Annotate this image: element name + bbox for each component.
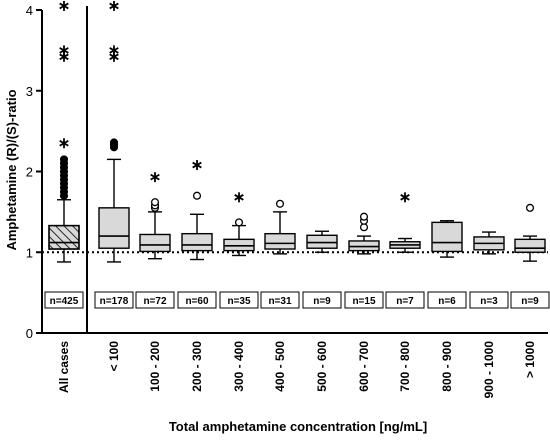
box-5: n=31 (260, 199, 300, 309)
box-iqr (306, 234, 338, 249)
box-hatch (48, 224, 80, 250)
x-category-label: 900 - 1000 (482, 341, 496, 399)
n-label: n=31 (268, 296, 292, 307)
extreme-value-marker (59, 138, 69, 149)
n-label: n=425 (50, 296, 79, 307)
x-category-label: 300 - 400 (232, 341, 246, 392)
n-label-box (135, 291, 175, 309)
x-category-label: 200 - 300 (190, 341, 204, 392)
n-label-box (510, 291, 550, 309)
extreme-value-marker (400, 192, 410, 203)
extreme-value-marker (150, 172, 160, 183)
n-label-box (44, 291, 84, 309)
n-label: n=9 (521, 296, 539, 307)
outlier-point (359, 223, 369, 232)
n-label: n=9 (313, 296, 331, 307)
box-7: n=15 (344, 212, 384, 309)
n-label-box (344, 291, 384, 309)
box-group: n=425 n=178 n=72 n=60 n=35 n=31 n=9 n=15 n=7 n=6 n… (44, 0, 550, 309)
box-9: n=6 (427, 220, 467, 309)
extreme-value-marker (192, 160, 202, 171)
n-label: n=72 (143, 296, 167, 307)
box-4: n=35 (219, 192, 259, 309)
y-tick-label: 1 (26, 245, 33, 260)
extreme-value-marker (59, 45, 69, 56)
outlier-point (59, 155, 69, 164)
y-axis-title: Amphetamine (R)/(S)-ratio (4, 89, 19, 250)
outlier-point (192, 191, 202, 200)
n-label-box (385, 291, 425, 309)
box-iqr (98, 207, 130, 249)
n-label: n=178 (100, 296, 129, 307)
outlier-point (359, 212, 369, 221)
box-1: n=178 (94, 0, 134, 309)
box-iqr (264, 232, 296, 250)
box-0: n=425 (44, 0, 84, 309)
x-category-label: 700 - 800 (398, 341, 412, 392)
outlier-point (150, 198, 160, 207)
x-category-label: > 1000 (523, 341, 537, 378)
n-label-box (177, 291, 217, 309)
n-label-box (219, 291, 259, 309)
x-category-label: 800 - 900 (440, 341, 454, 392)
box-6: n=9 (302, 230, 342, 309)
axes: 0 1 2 3 4 All cases < 100 100 - 200 200 - 300 300… (26, 3, 548, 398)
n-label: n=35 (227, 296, 251, 307)
n-label-box (94, 291, 134, 309)
x-category-label: < 100 (107, 341, 121, 372)
box-10: n=3 (469, 231, 509, 309)
y-tick-label: 2 (26, 165, 33, 180)
box-iqr (348, 240, 380, 252)
x-category-label: 600 - 700 (357, 341, 371, 392)
extreme-value-marker (109, 45, 119, 56)
y-tick-label: 3 (26, 84, 33, 99)
x-category-label: All cases (57, 341, 71, 393)
box-iqr (514, 238, 546, 253)
y-tick-label: 4 (26, 3, 33, 18)
n-label: n=3 (480, 296, 498, 307)
n-label: n=7 (396, 296, 414, 307)
n-label-box (427, 291, 467, 309)
n-label: n=15 (352, 296, 376, 307)
n-label-box (469, 291, 509, 309)
box-11: n=9 (510, 203, 550, 309)
n-label-box (302, 291, 342, 309)
outlier-point (234, 218, 244, 227)
x-axis-title: Total amphetamine concentration [ng/mL] (169, 419, 427, 434)
outlier-point (109, 138, 119, 147)
extreme-value-marker (234, 192, 244, 203)
x-category-label: 500 - 600 (315, 341, 329, 392)
extreme-value-marker (59, 0, 69, 11)
outlier-point (525, 203, 535, 212)
box-iqr (181, 232, 213, 252)
box-iqr (139, 233, 171, 253)
x-category-label: 400 - 500 (273, 341, 287, 392)
box-3: n=60 (177, 160, 217, 309)
box-2: n=72 (135, 172, 175, 309)
box-8: n=7 (385, 192, 425, 309)
n-label: n=6 (438, 296, 456, 307)
y-tick-label: 0 (26, 326, 33, 341)
n-label-box (260, 291, 300, 309)
box-iqr (223, 238, 255, 252)
n-label: n=60 (185, 296, 209, 307)
box-iqr (431, 221, 463, 253)
extreme-value-marker (109, 0, 119, 11)
outlier-point (275, 199, 285, 208)
x-category-label: 100 - 200 (148, 341, 162, 392)
